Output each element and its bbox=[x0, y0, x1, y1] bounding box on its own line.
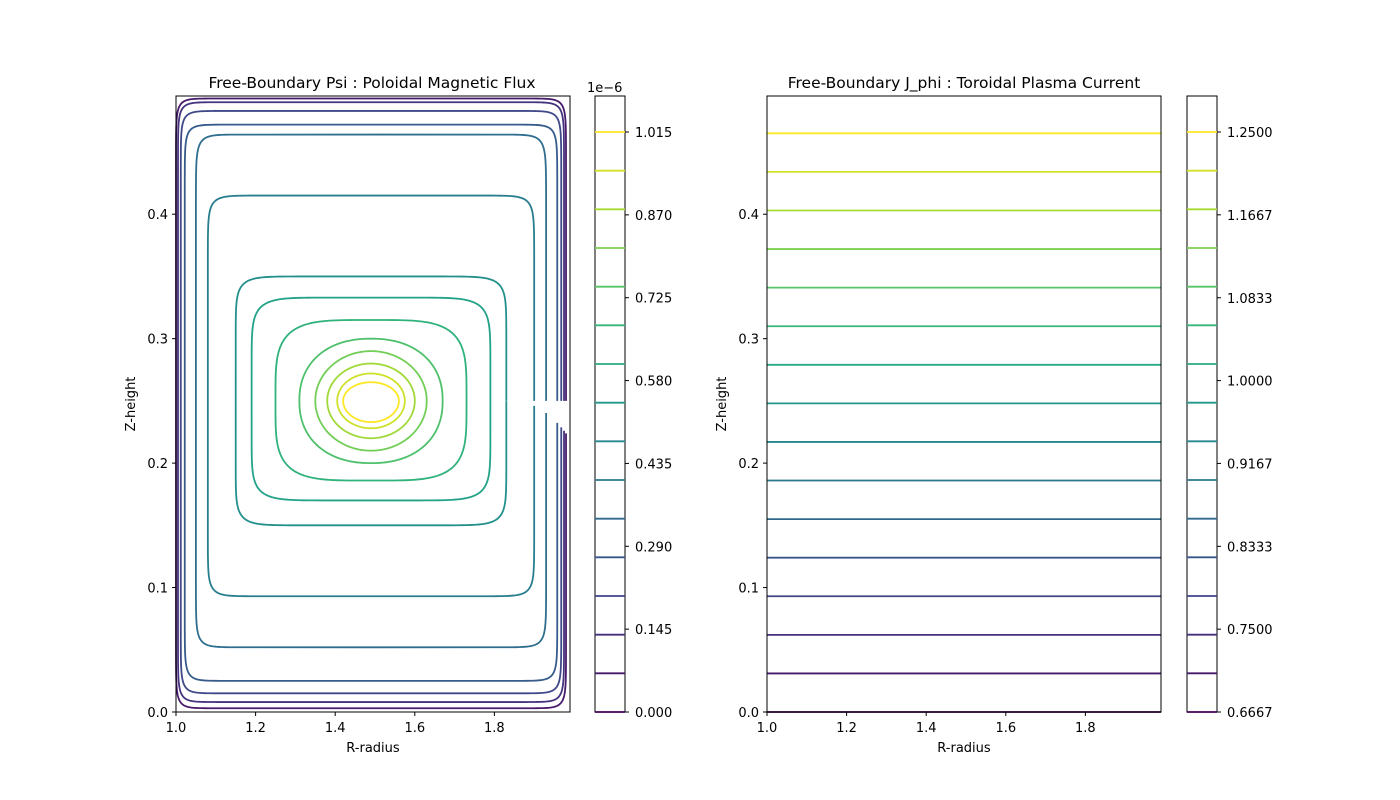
colorbar-tick-label: 1.015 bbox=[635, 126, 672, 141]
jphi-colorbar: 0.6667 0.7500 0.8333 0.9167 1.0000 1.0833 1.16… bbox=[1186, 95, 1273, 721]
contour-line bbox=[274, 319, 468, 482]
x-axis-ticks: 1.0 1.2 1.4 1.6 1.8 bbox=[757, 712, 1096, 736]
y-tick-label: 0.0 bbox=[738, 706, 759, 721]
contour-line bbox=[234, 275, 508, 527]
y-axis-label: Z-height bbox=[124, 377, 139, 432]
y-tick-label: 0.2 bbox=[738, 457, 759, 472]
contour-line bbox=[326, 362, 416, 440]
y-tick-label: 0.3 bbox=[147, 333, 168, 348]
colorbar-tick-label: 0.870 bbox=[635, 209, 672, 224]
contour-line bbox=[298, 337, 444, 465]
colorbar-level-lines bbox=[595, 131, 625, 713]
colorbar-level-lines bbox=[1187, 131, 1217, 713]
colorbar-tick-label: 1.1667 bbox=[1227, 209, 1273, 224]
x-tick-label: 1.4 bbox=[325, 721, 346, 736]
x-axis-ticks: 1.0 1.2 1.4 1.6 1.8 bbox=[166, 712, 505, 736]
colorbar-tick-label: 1.2500 bbox=[1227, 126, 1273, 141]
x-axis-label: R-radius bbox=[346, 741, 400, 756]
colorbar-tick-label: 0.435 bbox=[635, 457, 672, 472]
contour-line bbox=[336, 372, 406, 430]
x-tick-label: 1.2 bbox=[245, 721, 266, 736]
psi-contour-plot: Free-Boundary Psi : Poloidal Magnetic Fl… bbox=[124, 74, 672, 756]
colorbar-tick-label: 0.290 bbox=[635, 540, 672, 555]
plot-frame bbox=[766, 95, 1162, 713]
y-tick-label: 0.2 bbox=[147, 457, 168, 472]
colorbar-tick-label: 0.725 bbox=[635, 292, 672, 307]
x-tick-label: 1.0 bbox=[757, 721, 778, 736]
y-axis-ticks: 0.0 0.1 0.2 0.3 0.4 bbox=[147, 208, 176, 721]
x-tick-label: 1.4 bbox=[916, 721, 937, 736]
x-tick-label: 1.0 bbox=[166, 721, 187, 736]
colorbar-offset-label: 1e−6 bbox=[587, 81, 622, 96]
psi-colorbar: 0.000 0.145 0.290 0.435 0.580 0.725 0.870 1.015… bbox=[587, 81, 672, 721]
chart-title: Free-Boundary Psi : Poloidal Magnetic Fl… bbox=[208, 74, 535, 92]
x-tick-label: 1.6 bbox=[404, 721, 425, 736]
contour-line bbox=[342, 381, 400, 423]
contour-line bbox=[183, 123, 559, 682]
x-tick-label: 1.8 bbox=[484, 721, 505, 736]
contour-line bbox=[206, 194, 536, 598]
y-tick-label: 0.1 bbox=[147, 582, 168, 597]
contour-line bbox=[314, 350, 428, 452]
colorbar-tick-label: 1.0833 bbox=[1227, 292, 1273, 307]
colorbar-tick-label: 0.580 bbox=[635, 375, 672, 390]
contour-line bbox=[177, 101, 565, 703]
colorbar-tick-label: 0.9167 bbox=[1227, 457, 1273, 472]
colorbar-ticks: 0.000 0.145 0.290 0.435 0.580 0.725 0.870 1.015 bbox=[625, 126, 672, 721]
y-tick-label: 0.1 bbox=[738, 582, 759, 597]
y-tick-label: 0.4 bbox=[738, 208, 759, 223]
colorbar-ticks: 0.6667 0.7500 0.8333 0.9167 1.0000 1.0833 1.16… bbox=[1217, 126, 1273, 721]
y-tick-label: 0.3 bbox=[738, 333, 759, 348]
colorbar-tick-label: 0.145 bbox=[635, 623, 672, 638]
x-tick-label: 1.2 bbox=[836, 721, 857, 736]
colorbar-tick-label: 0.6667 bbox=[1227, 706, 1273, 721]
y-tick-label: 0.0 bbox=[147, 706, 168, 721]
colorbar-tick-label: 0.8333 bbox=[1227, 540, 1273, 555]
y-axis-ticks: 0.0 0.1 0.2 0.3 0.4 bbox=[738, 208, 767, 721]
colorbar-tick-label: 0.000 bbox=[635, 706, 672, 721]
x-axis-label: R-radius bbox=[937, 741, 991, 756]
colorbar-tick-label: 1.0000 bbox=[1227, 375, 1273, 390]
jphi-contour-lines bbox=[767, 132, 1161, 713]
contour-line bbox=[194, 133, 548, 649]
x-tick-label: 1.8 bbox=[1075, 721, 1096, 736]
plot-frame bbox=[175, 95, 571, 713]
contour-line bbox=[179, 110, 563, 695]
y-axis-label: Z-height bbox=[715, 377, 730, 432]
colorbar-tick-label: 0.7500 bbox=[1227, 623, 1273, 638]
jphi-contour-plot: Free-Boundary J_phi : Toroidal Plasma Cu… bbox=[715, 74, 1273, 756]
chart-title: Free-Boundary J_phi : Toroidal Plasma Cu… bbox=[788, 74, 1141, 93]
x-tick-label: 1.6 bbox=[995, 721, 1016, 736]
y-tick-label: 0.4 bbox=[147, 208, 168, 223]
contour-line bbox=[250, 296, 492, 502]
